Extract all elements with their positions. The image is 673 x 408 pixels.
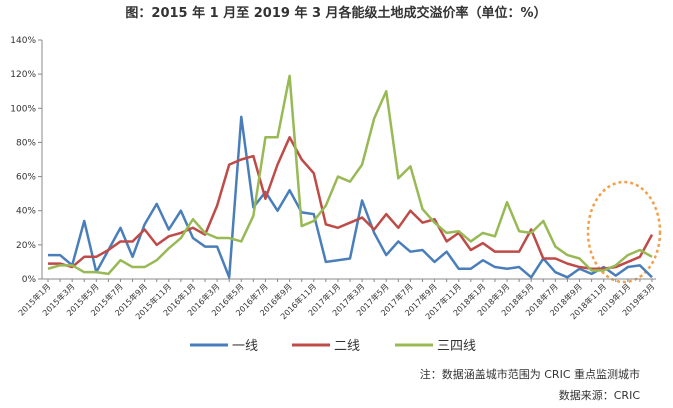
line-series	[48, 136, 654, 271]
highlight-ellipse	[586, 180, 662, 284]
source: 数据来源：CRIC	[559, 388, 641, 402]
legend-label: 三四线	[437, 339, 476, 354]
y-tick-label: 60%	[16, 173, 36, 183]
y-tick-label: 140%	[10, 36, 36, 46]
y-tick-label: 120%	[10, 70, 36, 80]
y-tick-label: 0%	[22, 275, 37, 285]
y-tick-label: 40%	[16, 207, 36, 217]
chart-title: 图：2015 年 1 月至 2019 年 3 月各能级土地成交溢价率（单位：%）	[125, 5, 546, 21]
y-tick-label: 80%	[16, 138, 36, 148]
line-series	[48, 115, 653, 279]
legend-label: 二线	[334, 339, 360, 354]
legend-label: 一线	[232, 339, 258, 354]
line-series	[47, 74, 653, 276]
note: 注：数据涵盖城市范围为 CRIC 重点监测城市	[420, 367, 640, 381]
y-tick-label: 20%	[16, 241, 36, 251]
y-tick-label: 100%	[10, 104, 36, 114]
